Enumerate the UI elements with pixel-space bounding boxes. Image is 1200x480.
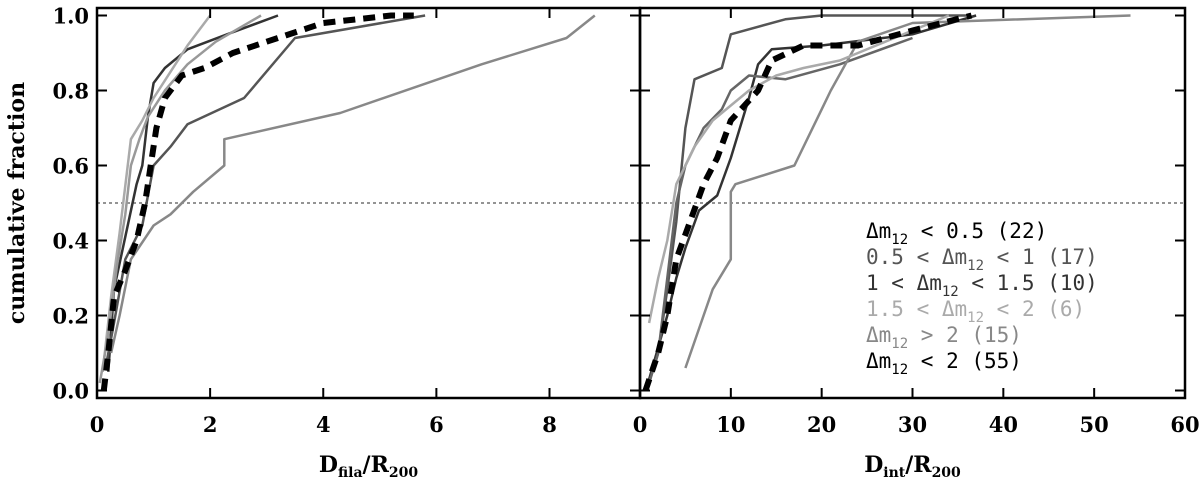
- x-tick-label: 0: [90, 412, 105, 437]
- x-axis-title: Dint/R200: [864, 452, 961, 480]
- x-tick-label: 6: [429, 412, 444, 437]
- x-tick-label: 10: [716, 412, 745, 437]
- series-group: [98, 12, 596, 391]
- series-line-6: [642, 12, 973, 392]
- legend-entry-5: Δm12 > 2 (15): [866, 323, 1022, 352]
- x-tick-label: 50: [1080, 412, 1109, 437]
- series-line-6: [100, 12, 414, 391]
- series-line-3: [109, 14, 596, 354]
- x-tick-label: 20: [807, 412, 836, 437]
- x-tick-label: 4: [316, 412, 331, 437]
- panel-right: 0 10 20 30 40 50 60 Dint/R200 Δm12 < 0.5 (22)0.5…: [633, 6, 1200, 480]
- series-line-2: [104, 14, 426, 369]
- x-tick-label: 2: [203, 412, 218, 437]
- series-group: [642, 12, 1131, 392]
- legend-entry-4: 1.5 < Δm12 < 2 (6): [866, 297, 1085, 326]
- legend-entry-3: 1 < Δm12 < 1.5 (10): [866, 271, 1098, 300]
- y-tick-label: 0.2: [52, 304, 89, 329]
- series-line-4: [684, 14, 1131, 369]
- y-tick-label: 0.6: [52, 154, 89, 179]
- y-tick-label: 1.0: [52, 4, 89, 29]
- legend-entry-1: Δm12 < 0.5 (22): [866, 219, 1047, 248]
- y-axis-title: cumulative fraction: [4, 82, 30, 324]
- y-tick-label: 0.0: [52, 379, 89, 404]
- x-tick-label: 0: [633, 412, 648, 437]
- series-line-4: [101, 14, 212, 372]
- panel-left: 0 2 4 6 8 0.0 0.2 0.4 0.6 0.8 1.0 Dfila/R200 cumulat…: [4, 4, 642, 480]
- x-axis-title: Dfila/R200: [319, 452, 418, 480]
- x-tick-label: 8: [542, 412, 557, 437]
- legend-entry-6: Δm12 < 2 (55): [866, 349, 1022, 378]
- x-tick-label: 60: [1170, 412, 1199, 437]
- legend: Δm12 < 0.5 (22)0.5 < Δm12 < 1 (17)1 < Δm…: [866, 219, 1098, 378]
- series-line-5: [647, 14, 950, 324]
- y-tick-label: 0.4: [52, 229, 89, 254]
- series-line-3: [647, 36, 913, 384]
- y-tick-label: 0.8: [52, 79, 89, 104]
- legend-entry-2: 0.5 < Δm12 < 1 (17): [866, 245, 1098, 274]
- x-tick-label: 30: [898, 412, 927, 437]
- x-tick-label: 40: [989, 412, 1018, 437]
